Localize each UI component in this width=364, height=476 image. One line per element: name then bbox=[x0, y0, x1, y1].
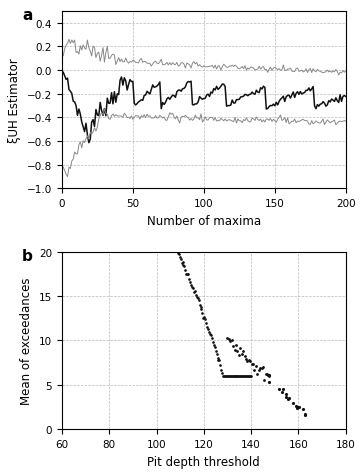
X-axis label: Number of maxima: Number of maxima bbox=[147, 214, 261, 227]
Text: a: a bbox=[22, 8, 32, 23]
Text: b: b bbox=[22, 248, 33, 264]
Y-axis label: ξUH Estimator: ξUH Estimator bbox=[8, 58, 21, 143]
Y-axis label: Mean of exceedances: Mean of exceedances bbox=[20, 277, 33, 405]
X-axis label: Pit depth threshold: Pit depth threshold bbox=[147, 455, 260, 468]
